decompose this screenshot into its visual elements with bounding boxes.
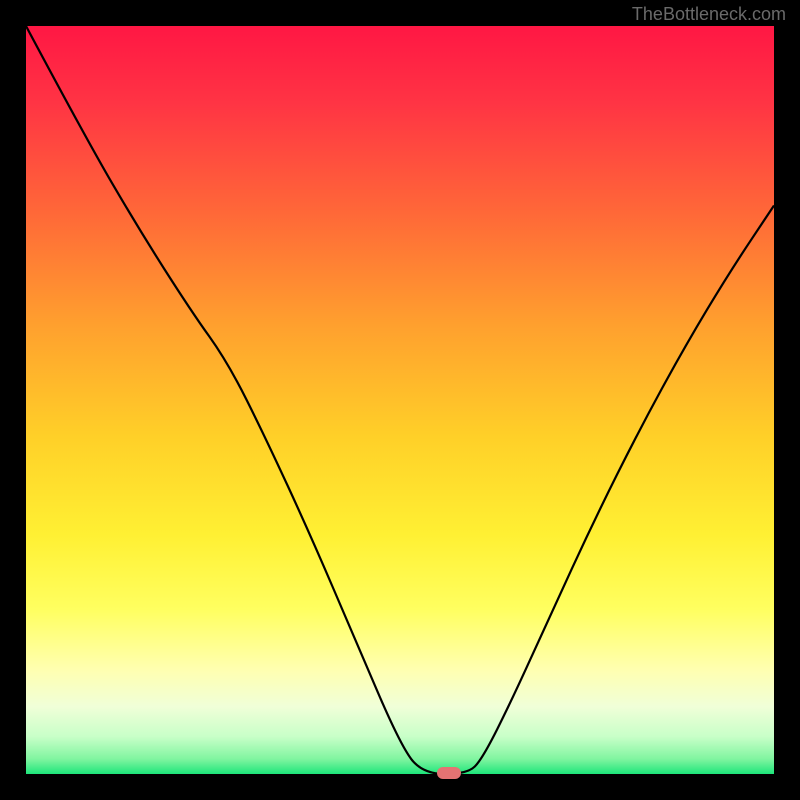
- bottleneck-curve: [26, 26, 774, 774]
- chart-area: [26, 26, 774, 774]
- watermark-text: TheBottleneck.com: [632, 4, 786, 25]
- optimal-point-marker: [437, 767, 461, 779]
